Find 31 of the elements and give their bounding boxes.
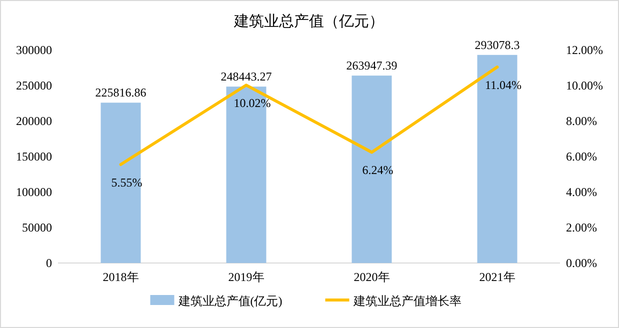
y-tick-label: 300000 [16,43,52,57]
x-tick-label: 2018年 [102,270,139,284]
data-label: 263947.39 [346,58,398,73]
y-tick-label: 50000 [22,220,52,234]
y2-tick-label: 10.00% [566,78,603,92]
x-tick-label: 2020年 [354,270,390,284]
x-tick-label: 2019年 [228,270,264,284]
y2-tick-label: 8.00% [566,114,597,128]
y-tick-label: 0 [46,256,52,270]
data-label: 6.24% [362,163,394,178]
y-tick-label: 100000 [16,185,52,199]
legend-label: 建筑业总产值(亿元) [177,294,282,308]
data-label: 5.55% [111,175,142,190]
data-label: 248443.27 [220,70,272,84]
data-label: 11.04% [484,78,522,92]
y-tick-label: 150000 [16,150,52,164]
y2-tick-label: 4.00% [566,185,597,199]
y2-tick-label: 6.00% [566,150,597,164]
x-tick-label: 2021年 [479,270,516,284]
data-label: 225816.86 [95,86,146,100]
legend-label: 建筑业总产值增长率 [352,294,462,308]
y2-tick-label: 0.00% [566,256,597,270]
y-tick-label: 200000 [16,114,52,128]
data-label: 293078.3 [474,38,520,52]
y2-tick-label: 12.00% [566,43,603,57]
chart-title: 建筑业总产值（亿元） [233,13,384,30]
y-tick-label: 250000 [16,78,52,92]
bar [352,76,392,263]
y2-tick-label: 2.00% [566,220,597,234]
bar [100,102,141,263]
data-label: 10.02% [234,96,271,110]
